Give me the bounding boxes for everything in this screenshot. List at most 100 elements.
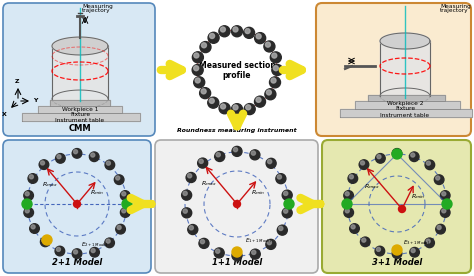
Text: $R_{max}$: $R_{max}$ xyxy=(365,182,380,192)
Circle shape xyxy=(220,27,226,32)
Circle shape xyxy=(120,191,130,200)
Circle shape xyxy=(283,209,288,213)
Circle shape xyxy=(31,225,35,229)
Circle shape xyxy=(28,174,37,183)
Circle shape xyxy=(277,225,287,235)
Circle shape xyxy=(192,65,203,76)
Text: $E_{1+1\,Model}$: $E_{1+1\,Model}$ xyxy=(246,236,273,245)
Circle shape xyxy=(201,43,207,48)
FancyBboxPatch shape xyxy=(3,3,155,136)
Circle shape xyxy=(272,53,277,58)
Circle shape xyxy=(24,191,33,200)
Circle shape xyxy=(55,246,64,256)
Circle shape xyxy=(72,249,82,258)
Circle shape xyxy=(40,161,45,165)
Circle shape xyxy=(351,225,355,229)
Text: X: X xyxy=(2,112,7,117)
Circle shape xyxy=(233,252,237,256)
Circle shape xyxy=(73,250,78,254)
Circle shape xyxy=(122,209,126,213)
Circle shape xyxy=(399,206,405,213)
Circle shape xyxy=(252,250,256,254)
Text: profile: profile xyxy=(223,71,251,81)
Text: 1+1 Model: 1+1 Model xyxy=(212,258,262,267)
Circle shape xyxy=(216,249,220,253)
Circle shape xyxy=(255,33,265,44)
Circle shape xyxy=(255,96,265,107)
Circle shape xyxy=(199,238,209,248)
Circle shape xyxy=(122,192,126,196)
Circle shape xyxy=(233,105,238,110)
Circle shape xyxy=(342,199,352,209)
Circle shape xyxy=(210,33,215,38)
Text: $R_{min}$: $R_{min}$ xyxy=(411,192,426,201)
Circle shape xyxy=(393,150,398,154)
FancyBboxPatch shape xyxy=(316,3,471,136)
Circle shape xyxy=(183,191,187,195)
Text: Roundness measuring instrument: Roundness measuring instrument xyxy=(177,128,297,133)
Circle shape xyxy=(264,41,275,52)
Circle shape xyxy=(427,161,430,165)
Text: trajectory: trajectory xyxy=(440,8,469,13)
Circle shape xyxy=(219,103,230,114)
Circle shape xyxy=(434,175,444,184)
Circle shape xyxy=(266,158,276,168)
Circle shape xyxy=(267,240,272,245)
Circle shape xyxy=(272,65,283,76)
FancyBboxPatch shape xyxy=(3,140,151,273)
Circle shape xyxy=(442,192,446,196)
Circle shape xyxy=(209,98,214,104)
Circle shape xyxy=(250,150,260,160)
Circle shape xyxy=(362,238,366,242)
Circle shape xyxy=(91,153,95,157)
Text: Y: Y xyxy=(33,99,37,104)
Circle shape xyxy=(189,226,193,230)
Circle shape xyxy=(345,209,349,213)
Circle shape xyxy=(73,200,81,208)
Circle shape xyxy=(282,208,292,218)
FancyBboxPatch shape xyxy=(322,140,471,273)
Circle shape xyxy=(56,247,61,251)
Circle shape xyxy=(182,208,191,218)
Circle shape xyxy=(231,26,243,37)
Circle shape xyxy=(231,104,243,115)
Circle shape xyxy=(283,191,288,195)
Text: trajectory: trajectory xyxy=(82,8,110,13)
Circle shape xyxy=(376,247,381,251)
Text: Workpiece 1: Workpiece 1 xyxy=(62,107,98,112)
Text: $E_{3+1\,Model}$: $E_{3+1\,Model}$ xyxy=(403,238,431,247)
Circle shape xyxy=(276,174,286,184)
Circle shape xyxy=(360,237,370,247)
Text: Z: Z xyxy=(15,79,19,84)
Circle shape xyxy=(195,78,200,83)
Circle shape xyxy=(410,152,419,161)
Circle shape xyxy=(215,152,225,161)
Circle shape xyxy=(251,151,255,155)
Text: Measuring: Measuring xyxy=(440,4,471,9)
Circle shape xyxy=(265,42,270,47)
Circle shape xyxy=(284,199,294,209)
Circle shape xyxy=(200,42,211,53)
Polygon shape xyxy=(380,33,430,49)
Circle shape xyxy=(73,150,78,154)
Text: Measured section: Measured section xyxy=(199,62,275,70)
Circle shape xyxy=(188,224,198,235)
Circle shape xyxy=(436,176,440,180)
Circle shape xyxy=(208,32,219,43)
Circle shape xyxy=(57,155,61,159)
Text: $R_{max}$: $R_{max}$ xyxy=(42,180,57,189)
Circle shape xyxy=(277,175,282,179)
Circle shape xyxy=(214,248,224,258)
Circle shape xyxy=(233,148,237,152)
Circle shape xyxy=(349,175,354,179)
Circle shape xyxy=(244,104,255,115)
Circle shape xyxy=(90,152,99,161)
Text: 3+1 Model: 3+1 Model xyxy=(372,258,422,267)
Circle shape xyxy=(266,90,272,95)
Circle shape xyxy=(42,235,52,245)
FancyBboxPatch shape xyxy=(155,140,318,273)
Circle shape xyxy=(42,238,46,242)
Circle shape xyxy=(348,174,358,183)
Circle shape xyxy=(25,192,29,196)
Circle shape xyxy=(282,190,292,200)
